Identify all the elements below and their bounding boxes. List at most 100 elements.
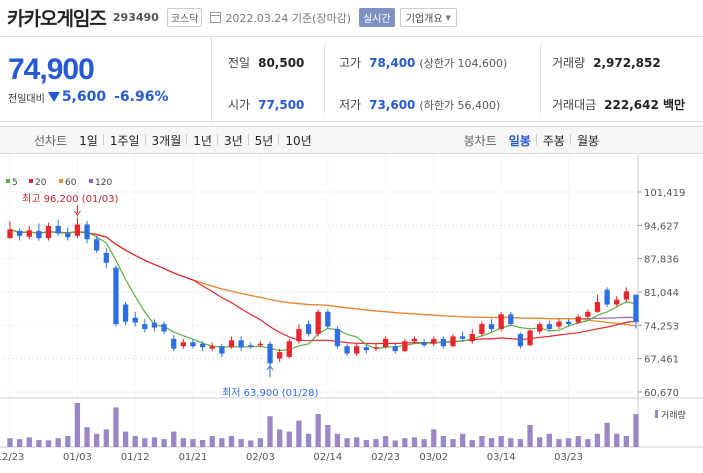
candle-body	[209, 346, 215, 349]
candle-body	[325, 311, 331, 327]
stat-amount: 거래대금 222,642 백만	[552, 96, 685, 113]
x-tick-label: 12/23	[0, 452, 24, 463]
volume-bar	[122, 431, 129, 447]
volume-bar	[411, 437, 418, 447]
divider	[324, 45, 325, 113]
realtime-button[interactable]: 실시간	[359, 8, 395, 27]
tab-1w[interactable]: 1주일	[104, 132, 146, 149]
candlestick-chart: 101,419 94,627 87,836 81,044 74,253 67,461 60,…	[0, 155, 703, 473]
volume-bar	[277, 429, 283, 447]
volume-bar	[363, 439, 369, 447]
tab-10y[interactable]: 10년	[285, 133, 312, 148]
candle-body	[74, 224, 81, 236]
stat-value: 2,972,852	[593, 56, 661, 70]
candle-body	[527, 330, 533, 346]
tab-weekly[interactable]: 주봉	[537, 132, 572, 149]
volume-bar	[421, 439, 427, 447]
volume-bar	[614, 433, 620, 447]
candle-body	[36, 230, 42, 239]
tab-daily[interactable]: 일봉	[503, 132, 537, 149]
low-annotation: 최저 63,900 (01/28)	[222, 387, 318, 399]
volume-bar	[26, 437, 32, 447]
candle-body	[421, 342, 427, 346]
volume-bar	[633, 414, 639, 447]
tab-1y[interactable]: 1년	[187, 132, 218, 149]
candle-body	[431, 338, 437, 344]
volume-bar	[565, 438, 572, 447]
candle-body	[537, 324, 543, 332]
tab-candle-chart[interactable]: 봉차트	[463, 133, 497, 148]
tab-3m[interactable]: 3개월	[146, 132, 188, 149]
volume-bar	[286, 431, 292, 447]
price-change: 전일대비 5,600 -6.96%	[8, 89, 211, 105]
volume-bar	[334, 433, 341, 447]
x-tick-label: 02/23	[371, 452, 400, 463]
volume-bar	[84, 427, 90, 447]
volume-bar	[527, 425, 533, 447]
candle-body	[257, 343, 264, 346]
stat-value: 80,500	[258, 56, 305, 70]
candle-body	[94, 239, 100, 251]
y-tick-label: 81,044	[644, 288, 679, 299]
stat-value: 73,600	[369, 98, 416, 112]
candle-body	[84, 224, 90, 240]
volume-bar	[267, 416, 273, 447]
tab-5y[interactable]: 5년	[249, 132, 280, 149]
candle-body	[16, 230, 23, 236]
volume-bar	[315, 414, 321, 447]
candle-body	[440, 338, 447, 347]
current-price-box: 74,900 전일대비 5,600 -6.96%	[0, 37, 212, 121]
volume-bar	[142, 438, 148, 447]
stat-prev-close: 전일 80,500	[228, 54, 304, 71]
volume-bar	[16, 439, 23, 447]
volume-bar	[296, 420, 302, 447]
volume-bar	[459, 433, 466, 447]
tab-line-chart[interactable]: 선차트	[34, 133, 68, 148]
candle-body	[190, 342, 196, 347]
candle-body	[575, 316, 581, 323]
candle-body	[488, 324, 495, 330]
volume-bar	[257, 438, 264, 447]
candle-body	[517, 333, 524, 347]
candle-body	[614, 299, 620, 305]
volume-bar	[74, 403, 81, 447]
stat-high: 고가 78,400 (상한가 104,600)	[339, 54, 507, 71]
candle-body	[26, 230, 32, 237]
candle-body	[334, 329, 341, 347]
candle-body	[103, 252, 109, 263]
tab-1d[interactable]: 1일	[73, 132, 104, 149]
stock-code: 293490	[112, 11, 159, 24]
company-info-dropdown[interactable]: 기업개요 ▼	[399, 8, 457, 27]
legend-label: 5	[12, 178, 18, 188]
down-arrow-icon	[47, 92, 60, 102]
volume-bar	[440, 436, 447, 447]
volume-bar	[604, 422, 610, 447]
candle-body	[248, 345, 254, 347]
volume-bar	[171, 431, 177, 447]
legend-swatch	[59, 179, 63, 183]
stat-volume: 거래량 2,972,852	[552, 54, 661, 71]
stat-label: 거래량	[552, 56, 586, 70]
volume-bar	[508, 438, 514, 447]
x-tick-label: 02/03	[246, 452, 275, 463]
volume-bar	[55, 438, 61, 447]
candle-body	[565, 321, 572, 325]
candle-body	[199, 343, 206, 348]
tab-monthly[interactable]: 월봉	[576, 133, 600, 148]
candle-body	[392, 346, 398, 352]
chart-tabs: 선차트 1일 1주일 3개월 1년 3년 5년 10년 봉차트 일봉 주봉 월봉	[0, 126, 703, 154]
candle-body	[363, 347, 369, 351]
tab-3y[interactable]: 3년	[218, 132, 249, 149]
volume-bar	[373, 439, 379, 447]
candle-body	[594, 302, 601, 312]
volume-bar	[623, 436, 630, 447]
legend-label: 20	[35, 178, 47, 188]
candle-body	[344, 346, 350, 354]
volume-legend-label: 거래량	[661, 409, 686, 421]
volume-bar	[431, 429, 437, 447]
stock-header: 카카오게임즈 293490 코스닥 2022.03.24 기준(장마감) 실시간…	[0, 0, 703, 35]
candle-body	[556, 321, 562, 327]
candle-body	[151, 322, 158, 328]
divider	[540, 45, 541, 113]
chevron-down-icon: ▼	[445, 13, 451, 22]
